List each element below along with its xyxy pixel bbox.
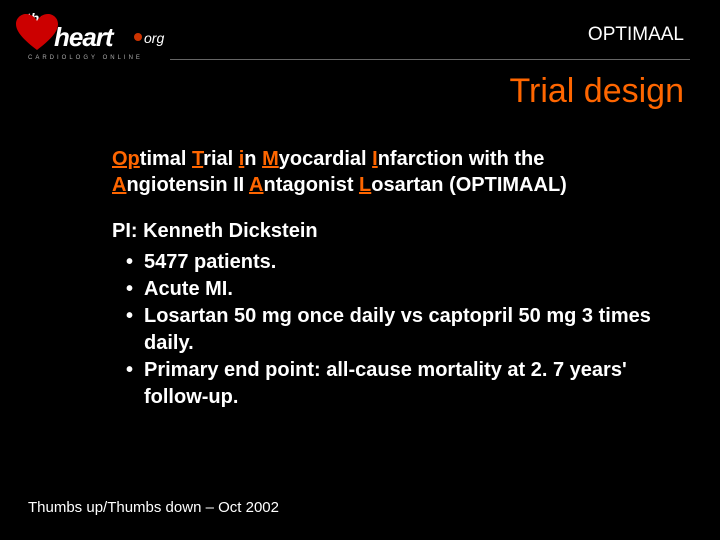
bullet-list: 5477 patients. Acute MI. Losartan 50 mg … bbox=[112, 249, 660, 411]
trial-full-name: Optimal Trial in Myocardial Infarction w… bbox=[112, 146, 660, 198]
txt: timal bbox=[140, 148, 192, 170]
txt: nfarction with the bbox=[378, 148, 545, 170]
logo-dot-icon bbox=[134, 33, 142, 41]
header-divider bbox=[170, 59, 690, 60]
list-item: Primary end point: all-cause mortality a… bbox=[126, 357, 660, 411]
pi-line: PI: Kenneth Dickstein bbox=[112, 220, 660, 243]
logo-heart-text: heart bbox=[54, 22, 113, 53]
heart-icon bbox=[16, 14, 58, 52]
txt: n bbox=[244, 148, 262, 170]
txt: yocardial bbox=[279, 148, 372, 170]
hl: L bbox=[359, 174, 371, 196]
hl: T bbox=[192, 148, 203, 170]
logo-org: org bbox=[144, 30, 164, 46]
list-item: Losartan 50 mg once daily vs captopril 5… bbox=[126, 303, 660, 357]
content-area: Optimal Trial in Myocardial Infarction w… bbox=[112, 146, 660, 411]
footer-text: Thumbs up/Thumbs down – Oct 2002 bbox=[28, 499, 279, 516]
hl: A bbox=[112, 174, 126, 196]
hl: M bbox=[262, 148, 279, 170]
hl: A bbox=[249, 174, 263, 196]
logo-tagline: CARDIOLOGY ONLINE bbox=[28, 55, 143, 61]
list-item: Acute MI. bbox=[126, 276, 660, 303]
study-label: OPTIMAAL bbox=[588, 24, 684, 46]
list-item: 5477 patients. bbox=[126, 249, 660, 276]
txt: osartan (OPTIMAAL) bbox=[371, 174, 567, 196]
txt: ngiotensin II bbox=[126, 174, 249, 196]
txt: rial bbox=[203, 148, 239, 170]
page-title: Trial design bbox=[510, 72, 684, 111]
hl: Op bbox=[112, 148, 140, 170]
txt: ntagonist bbox=[264, 174, 360, 196]
